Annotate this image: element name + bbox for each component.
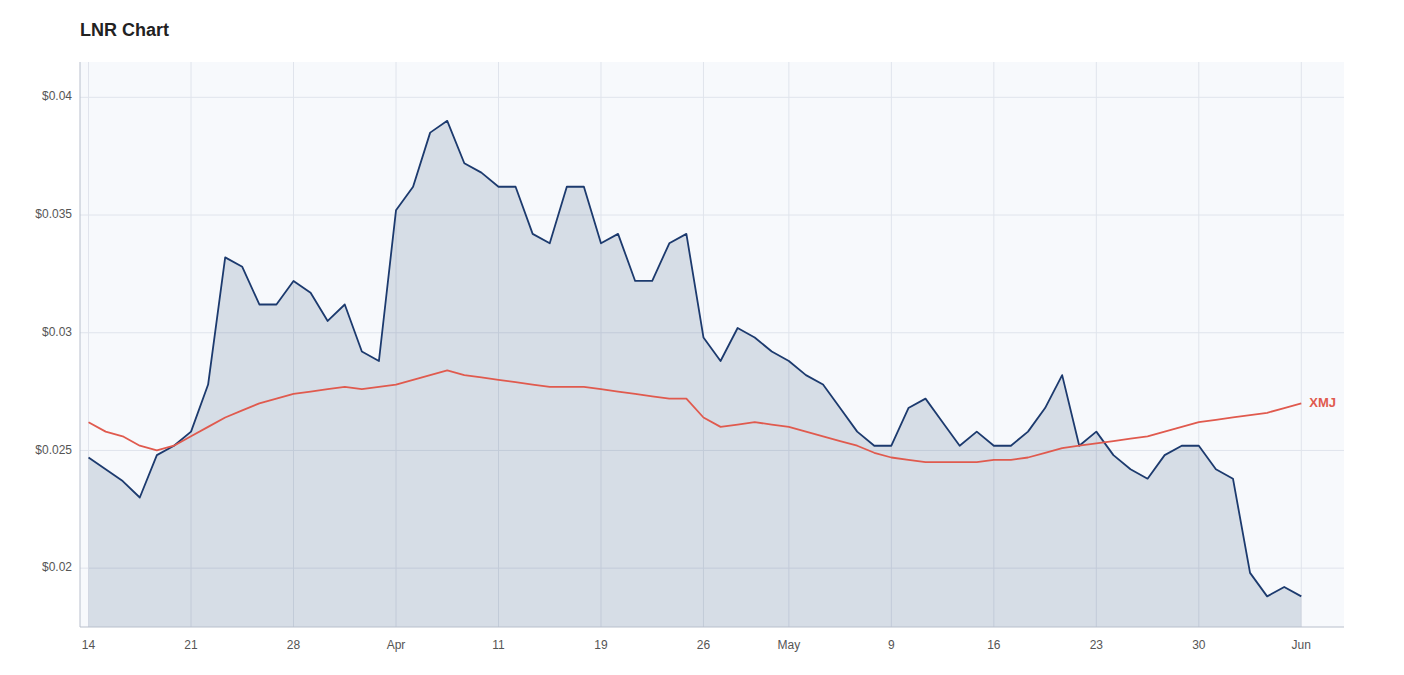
y-grid-line [80, 215, 1344, 216]
series-line [89, 121, 1302, 597]
x-tick-label: 11 [492, 638, 505, 652]
data-layer [89, 121, 1302, 627]
x-tick-label: 23 [1090, 638, 1104, 652]
y-tick-label: $0.02 [42, 560, 72, 574]
y-tick-label: $0.025 [35, 443, 72, 457]
y-axis-line [80, 62, 81, 627]
x-grid-line [1301, 62, 1302, 627]
chart: $0.02 $0.025 $0.03 $0.035 $0.04 14 21 28 Apr 11 19… [0, 0, 1404, 675]
y-grid-line [80, 97, 1344, 98]
x-tick-label: 26 [697, 638, 711, 652]
series-end-label: XMJ [1309, 395, 1336, 410]
x-tick-label: 21 [184, 638, 198, 652]
x-tick-label: 14 [82, 638, 96, 652]
title: LNR Chart [80, 20, 169, 40]
y-tick-label: $0.03 [42, 325, 72, 339]
x-tick-label: Apr [387, 638, 406, 652]
grid [80, 62, 1344, 627]
x-axis-line [80, 627, 1344, 628]
background [0, 0, 1404, 675]
x-tick-label: 9 [888, 638, 895, 652]
x-tick-label: 28 [287, 638, 301, 652]
y-tick-label: $0.035 [35, 207, 72, 221]
x-tick-label: 19 [594, 638, 608, 652]
area-fill [89, 121, 1302, 627]
plot-area [80, 62, 1344, 627]
x-tick-label: Jun [1292, 638, 1311, 652]
x-tick-label: May [778, 638, 801, 652]
x-tick-label: 30 [1192, 638, 1206, 652]
y-tick-label: $0.04 [42, 89, 72, 103]
x-tick-label: 16 [987, 638, 1001, 652]
series-line [89, 370, 1302, 462]
